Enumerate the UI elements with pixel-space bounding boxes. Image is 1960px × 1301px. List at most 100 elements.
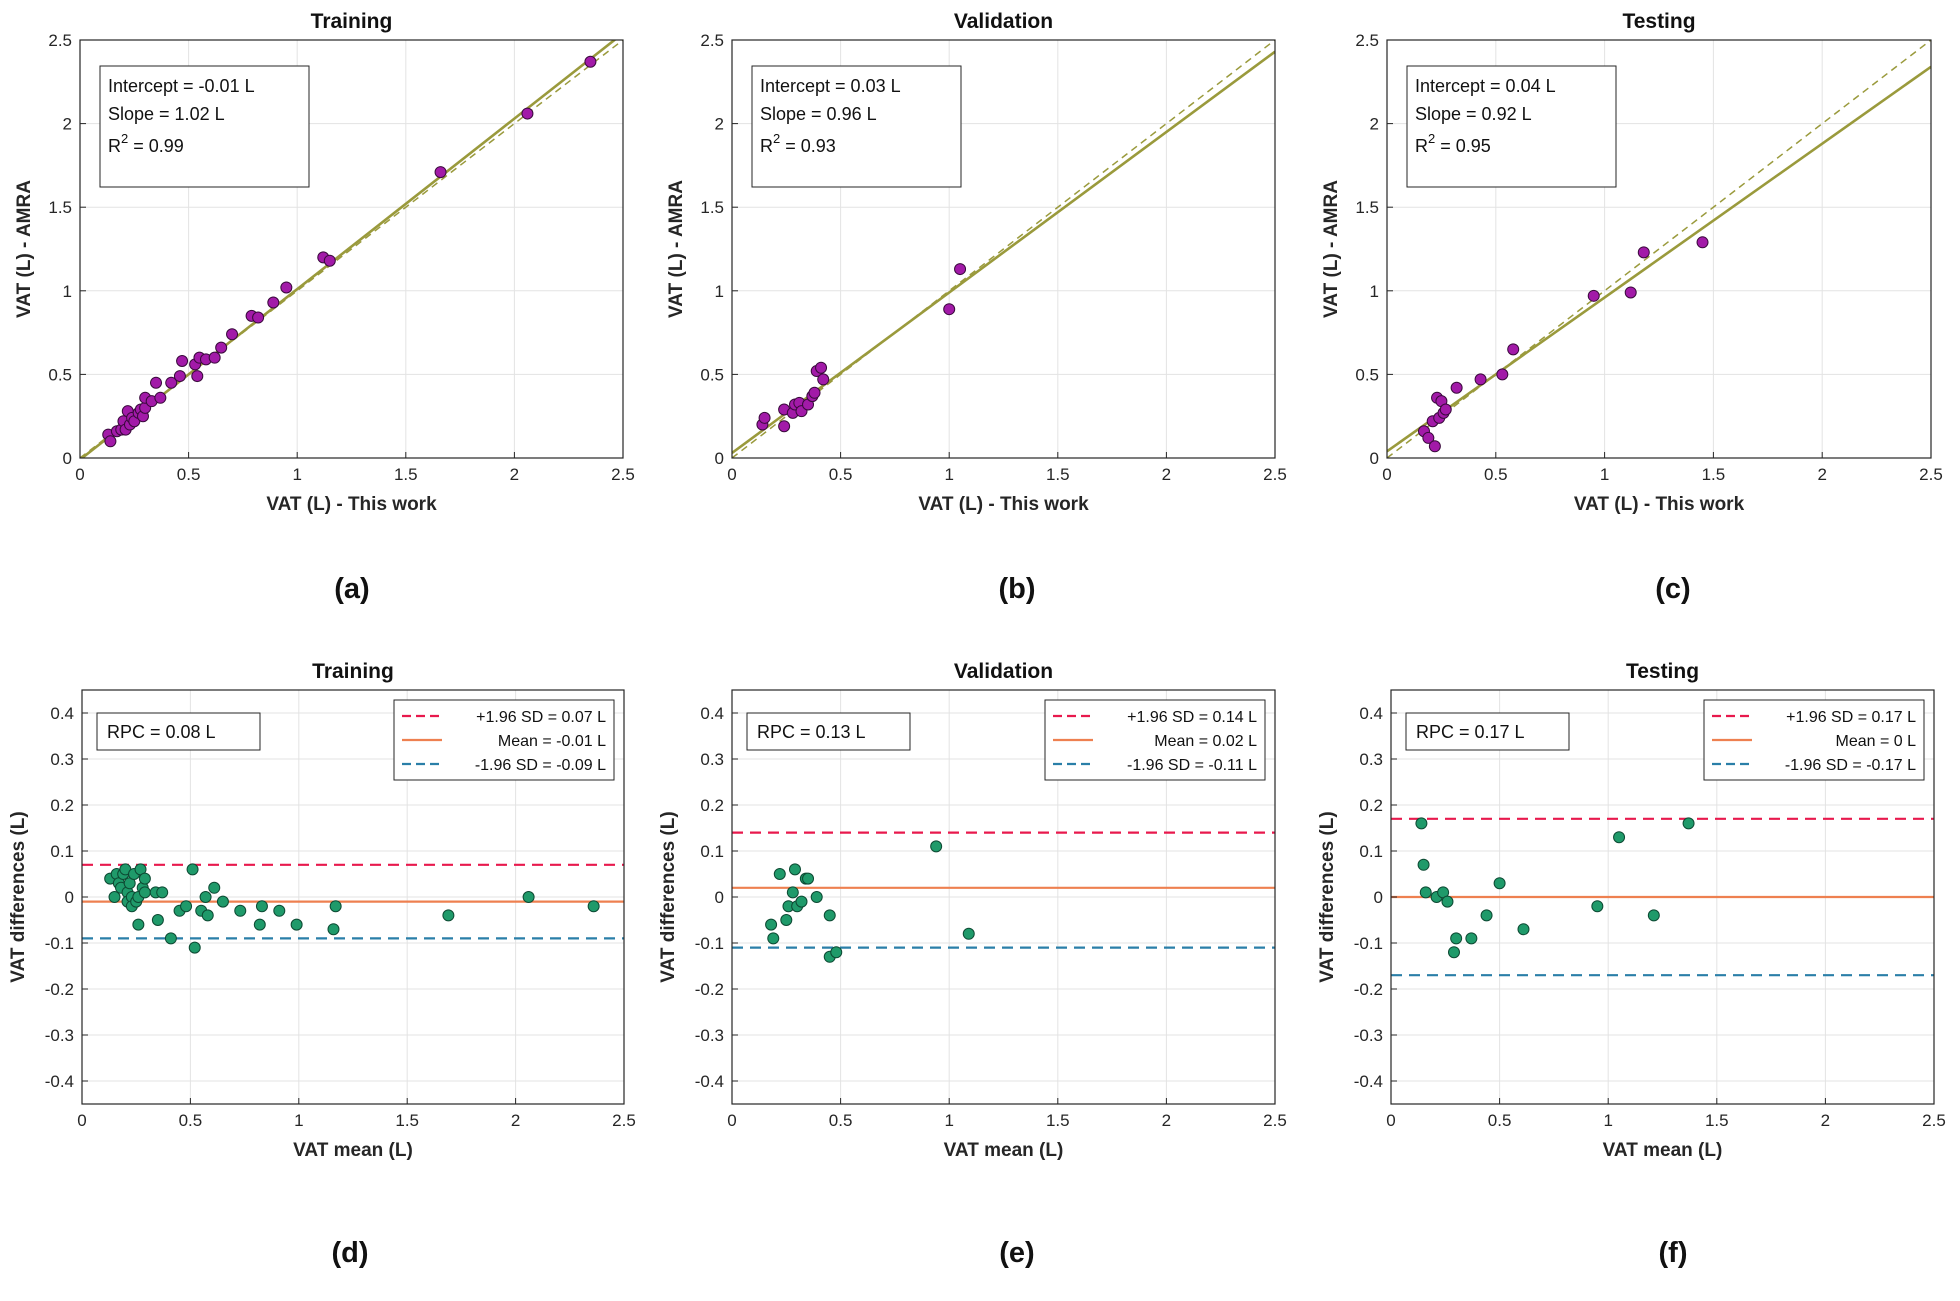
data-point <box>1637 246 1650 259</box>
chart-b: 0 0.5 1 1.5 2 2.5 0 0.5 1 1.5 2 2.5 Validation VAT (L… <box>666 10 1287 515</box>
panel-letter-b: (b) <box>998 573 1035 605</box>
data-point <box>1450 932 1463 945</box>
slope-text: Slope = 0.96 L <box>760 104 877 124</box>
chart-a: 0 0.5 1 1.5 2 2.5 0 0.5 1 1.5 2 2.5 Training VAT (L) … <box>14 10 635 515</box>
legend-lower-label: -1.96 SD = -0.17 L <box>1785 757 1916 774</box>
plot-content <box>1391 817 1934 977</box>
data-point <box>962 927 975 940</box>
y-tick-label: 1 <box>715 282 724 301</box>
y-tick-label: 2 <box>1370 115 1379 134</box>
data-point <box>778 420 791 433</box>
data-point <box>104 435 117 448</box>
x-tick-label: 0 <box>727 465 736 484</box>
x-tick-label: 2.5 <box>612 1111 636 1130</box>
data-point <box>201 909 214 922</box>
y-axis-label: VAT (L) - AMRA <box>666 180 687 318</box>
intercept-text: Intercept = 0.04 L <box>1415 76 1556 96</box>
data-point <box>795 895 808 908</box>
y-tick-label: 0.4 <box>700 704 724 723</box>
plot-content <box>732 831 1275 963</box>
x-tick-label: 1 <box>1603 1111 1612 1130</box>
stats-box <box>751 65 962 188</box>
y-tick-label: 0 <box>63 449 72 468</box>
y-tick-label: 2 <box>715 115 724 134</box>
data-point <box>138 872 151 885</box>
x-tick-label: 0 <box>75 465 84 484</box>
data-point <box>1415 817 1428 830</box>
axes-box <box>1386 39 1932 459</box>
data-point <box>255 900 268 913</box>
data-point <box>267 296 280 309</box>
y-tick-label: 1 <box>1370 282 1379 301</box>
legend-upper-label: +1.96 SD = 0.07 L <box>476 709 606 726</box>
data-point <box>165 376 178 389</box>
x-tick-label: 2.5 <box>1922 1111 1946 1130</box>
rpc-text: RPC = 0.13 L <box>757 722 866 742</box>
identity-line <box>732 40 1275 458</box>
data-point <box>587 900 600 913</box>
data-point <box>823 909 836 922</box>
chart-e: 0 0.5 1 1.5 2 2.5 -0.4 -0.3 -0.2 -0.1 0 0.1 0.2 0.3 0.… <box>658 660 1287 1161</box>
data-point <box>327 923 340 936</box>
y-tick-label: 0 <box>65 888 74 907</box>
legend-upper-label: +1.96 SD = 0.14 L <box>1127 709 1257 726</box>
y-tick-label: 0 <box>715 449 724 468</box>
x-tick-label: 2 <box>1821 1111 1830 1130</box>
data-point <box>1441 895 1454 908</box>
y-tick-label: 0.1 <box>700 842 724 861</box>
y-tick-label: -0.1 <box>1354 934 1383 953</box>
y-tick-label: 0.5 <box>48 365 72 384</box>
y-tick-label: 0.3 <box>700 750 724 769</box>
panel-letter-a: (a) <box>334 573 369 605</box>
data-point <box>164 932 177 945</box>
x-tick-label: 2.5 <box>611 465 635 484</box>
x-tick-label: 0 <box>1386 1111 1395 1130</box>
y-tick-label: 0.4 <box>50 704 74 723</box>
panel-letter-e: (e) <box>999 1237 1034 1269</box>
x-axis-label: VAT mean (L) <box>944 1140 1064 1161</box>
data-point <box>234 904 247 917</box>
y-axis-label: VAT differences (L) <box>8 811 29 982</box>
y-axis-label: VAT (L) - AMRA <box>1321 180 1342 318</box>
intercept-text: Intercept = 0.03 L <box>760 76 901 96</box>
y-tick-label: 1.5 <box>700 198 724 217</box>
data-point <box>208 881 221 894</box>
data-point <box>786 886 799 899</box>
data-point <box>150 376 163 389</box>
y-tick-label: 1.5 <box>1355 198 1379 217</box>
data-point <box>1587 289 1600 302</box>
legend-lower-label: -1.96 SD = -0.09 L <box>475 757 606 774</box>
x-tick-label: 1.5 <box>1702 465 1726 484</box>
rpc-text: RPC = 0.08 L <box>107 722 216 742</box>
panel-letter-c: (c) <box>1655 573 1690 605</box>
r2-text: R2 = 0.99 <box>108 131 184 156</box>
x-tick-label: 1.5 <box>394 465 418 484</box>
rpc-box <box>1405 712 1570 751</box>
data-point <box>773 868 786 880</box>
plot-content <box>80 40 623 458</box>
x-axis-label: VAT (L) - This work <box>918 494 1089 515</box>
y-tick-label: -0.2 <box>1354 980 1383 999</box>
data-point <box>188 941 201 954</box>
x-axis-label: VAT mean (L) <box>1603 1140 1723 1161</box>
data-point <box>1422 431 1435 444</box>
data-point <box>280 281 293 294</box>
y-axis-label: VAT differences (L) <box>658 811 679 982</box>
x-tick-label: 1 <box>294 1111 303 1130</box>
y-tick-label: 0.5 <box>700 365 724 384</box>
x-tick-label: 2 <box>1817 465 1826 484</box>
data-point <box>815 361 828 374</box>
data-point <box>151 914 164 926</box>
plot-content <box>732 40 1275 458</box>
x-tick-label: 0.5 <box>179 1111 203 1130</box>
data-point <box>1417 858 1430 871</box>
x-tick-label: 1.5 <box>395 1111 419 1130</box>
y-axis-label: VAT differences (L) <box>1317 811 1338 982</box>
data-point <box>758 411 771 424</box>
data-point <box>1474 373 1487 386</box>
legend-upper-label: +1.96 SD = 0.17 L <box>1786 709 1916 726</box>
data-point <box>191 370 204 383</box>
x-tick-label: 1.5 <box>1705 1111 1729 1130</box>
data-point <box>252 311 265 324</box>
